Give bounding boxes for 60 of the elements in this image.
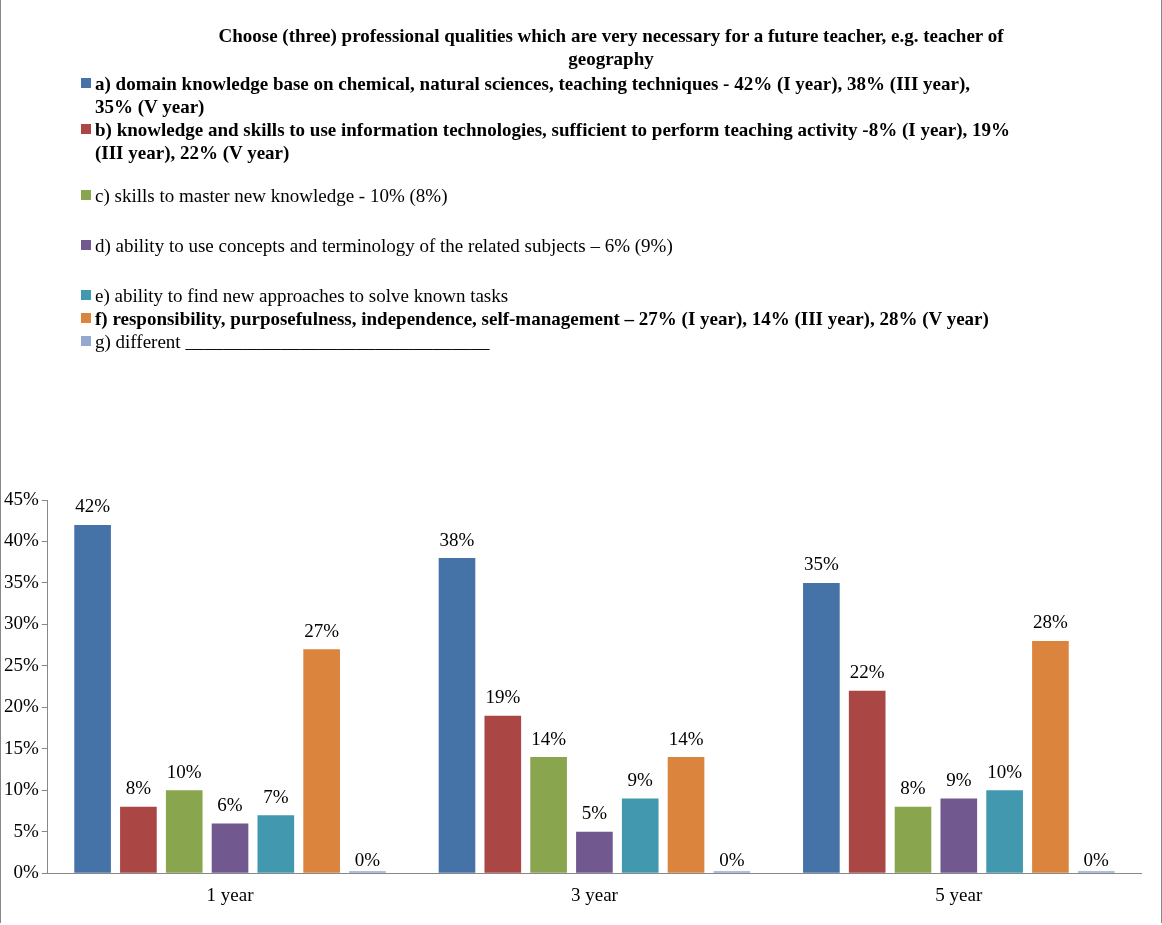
data-label: 38%	[439, 528, 475, 550]
x-tick-label: 1 year	[206, 883, 255, 905]
y-tick-label: 15%	[4, 736, 39, 758]
y-tick-label: 40%	[4, 529, 39, 551]
data-label: 6%	[217, 793, 243, 815]
bar	[848, 690, 886, 873]
x-tick-label: 5 year	[935, 883, 983, 905]
bar	[894, 806, 932, 873]
y-tick-label: 30%	[4, 612, 39, 634]
legend-label: g) different ________________________________	[95, 330, 490, 353]
data-label: 28%	[1033, 611, 1069, 633]
bar	[530, 757, 567, 873]
data-label: 14%	[668, 727, 704, 749]
data-label: 8%	[900, 777, 926, 799]
data-label: 22%	[849, 661, 885, 683]
y-tick-label: 25%	[4, 653, 39, 675]
bar	[165, 790, 203, 873]
legend-label: b) knowledge and skills to use information technologies, sufficient to perform teaching activity -8% (I year), 19% (III year), 22% (V year)	[95, 118, 1011, 164]
data-label: 9%	[946, 769, 972, 791]
data-label: 7%	[263, 785, 289, 807]
y-tick-label: 35%	[4, 570, 39, 592]
legend-label: c) skills to master new knowledge - 10% (8%)	[95, 184, 448, 207]
data-label: 0%	[354, 848, 381, 870]
bar	[257, 815, 295, 873]
legend-label: d) ability to use concepts and terminology of the related subjects – 6% (9%)	[95, 234, 673, 257]
bar	[576, 831, 613, 873]
bar	[986, 790, 1023, 873]
data-label: 0%	[719, 848, 745, 870]
data-label: 10%	[987, 760, 1023, 782]
bar	[803, 582, 840, 873]
bar	[120, 806, 157, 873]
data-label: 42%	[75, 495, 111, 517]
legend-label: a) domain knowledge base on chemical, natural sciences, teaching techniques - 42% (I year), 38% (III year), 35% (V year)	[95, 72, 971, 118]
bar	[438, 558, 476, 873]
data-label: 9%	[627, 769, 654, 791]
data-label: 0%	[1083, 848, 1110, 870]
data-label: 27%	[304, 619, 340, 641]
data-label: 14%	[531, 727, 567, 749]
bar	[940, 798, 978, 873]
data-label: 19%	[485, 686, 521, 708]
legend-label: e) ability to find new approaches to solve known tasks	[95, 284, 509, 307]
bar	[484, 715, 522, 873]
bar	[621, 798, 659, 873]
data-label: 8%	[125, 777, 152, 799]
data-label: 10%	[166, 760, 202, 782]
y-tick-label: 0%	[13, 861, 39, 883]
y-tick-label: 5%	[13, 819, 39, 841]
x-tick-label: 3 year	[570, 883, 619, 905]
bar	[667, 757, 705, 873]
bar	[211, 823, 249, 873]
bar	[1032, 640, 1069, 873]
bar	[303, 649, 340, 873]
legend-label: f) responsibility, purposefulness, independence, self-management – 27% (I year), 14% (III year), 28% (V year)	[95, 307, 989, 330]
data-label: 5%	[581, 802, 608, 824]
data-label: 35%	[803, 553, 839, 575]
bar	[74, 524, 111, 873]
y-tick-label: 10%	[4, 778, 39, 800]
y-tick-label: 45%	[4, 487, 39, 509]
chart-title: Choose (three) professional qualities which are very necessary for a future teacher, e.g. teacher of geography	[217, 24, 1005, 70]
y-tick-label: 20%	[4, 695, 39, 717]
